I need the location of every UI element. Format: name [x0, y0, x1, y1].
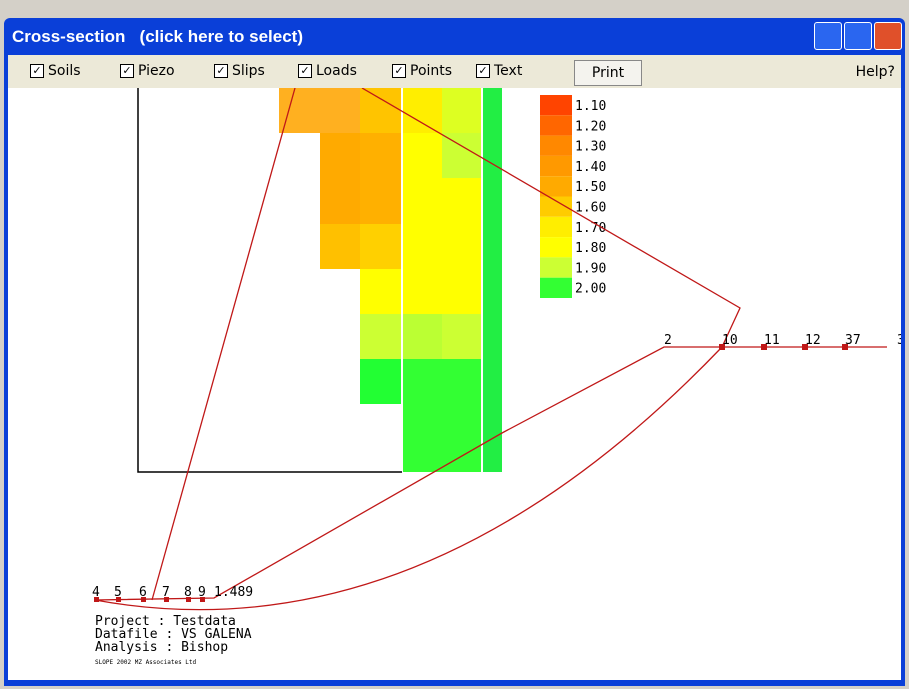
print-button[interactable]: Print — [574, 60, 642, 86]
cell — [402, 314, 442, 359]
point-label: 12 — [805, 333, 821, 348]
slip-line — [361, 88, 741, 348]
cell — [442, 359, 482, 472]
info-line: Project : Testdata — [95, 614, 236, 629]
legend-label: 2.00 — [575, 282, 606, 297]
cell — [402, 88, 442, 133]
legend-swatch — [540, 176, 572, 197]
check: ✓ — [120, 64, 134, 78]
cell — [360, 133, 402, 224]
cell — [442, 314, 482, 359]
point — [186, 597, 191, 602]
checkbox[interactable]: ✓ Points — [392, 63, 452, 79]
slip-circle — [94, 346, 723, 611]
point-label: 9 — [198, 585, 206, 600]
legend-label: 1.90 — [575, 261, 606, 276]
point-label: 8 — [184, 585, 192, 600]
cell — [442, 133, 482, 178]
point-label: 10 — [722, 333, 738, 348]
toolbar: Print Help? ✓ Soils ✓ Piezo ✓ Slips ✓ Loads ✓ Poi… — [8, 55, 901, 88]
cell — [320, 133, 360, 224]
point — [719, 344, 725, 350]
point-label: 6 — [139, 585, 147, 600]
minimize[interactable] — [814, 22, 842, 50]
close[interactable] — [874, 22, 902, 50]
copyright: SLOPE 2002 MZ Associates Ltd — [95, 659, 197, 666]
checkbox[interactable]: ✓ Loads — [298, 63, 357, 79]
legend-swatch — [540, 257, 572, 278]
cell — [482, 88, 502, 472]
point-label: 2 — [664, 333, 672, 348]
checkbox-label: Loads — [316, 63, 357, 79]
legend-label: 1.70 — [575, 221, 606, 236]
legend-swatch — [540, 135, 572, 156]
slip-line — [151, 88, 296, 601]
legend-label: 1.50 — [575, 180, 606, 195]
point-label: 7 — [162, 585, 170, 600]
legend-swatch — [540, 277, 572, 298]
checkbox[interactable]: ✓ Text — [476, 63, 522, 79]
point — [141, 597, 146, 602]
checkbox[interactable]: ✓ Piezo — [120, 63, 175, 79]
legend-swatch — [540, 115, 572, 136]
point — [842, 344, 848, 350]
check: ✓ — [214, 64, 228, 78]
cell — [402, 133, 442, 314]
legend-label: 1.60 — [575, 201, 606, 216]
checkbox[interactable]: ✓ Slips — [214, 63, 265, 79]
point-label: 11 — [764, 333, 780, 348]
checkbox-label: Points — [410, 63, 453, 79]
point — [116, 597, 121, 602]
legend-swatch — [540, 216, 572, 238]
cell — [279, 88, 320, 133]
legend-swatch — [540, 95, 572, 116]
point — [94, 597, 99, 602]
legend-label: 1.10 — [575, 99, 606, 114]
cell — [360, 88, 402, 133]
checkbox-label: Piezo — [138, 63, 175, 79]
point-label: 37 — [845, 333, 861, 348]
legend-label: 1.30 — [575, 140, 606, 155]
cell — [320, 224, 360, 269]
legend-swatch — [540, 196, 572, 217]
legend-label: 1.40 — [575, 160, 606, 175]
point-label: 3 — [897, 333, 901, 348]
info-line: Analysis : Bishop — [95, 640, 228, 655]
checkbox[interactable]: ✓ Soils — [30, 63, 81, 79]
check: ✓ — [476, 64, 490, 78]
info-line: Datafile : VS GALENA — [95, 627, 252, 642]
window: Cross-section (click here to select) Pri… — [4, 18, 905, 686]
legend-label: 1.20 — [575, 119, 606, 134]
point-label: 4 — [92, 585, 100, 600]
cell — [360, 224, 402, 269]
cell — [320, 88, 360, 133]
cell — [360, 314, 402, 359]
cell — [442, 88, 482, 133]
check: ✓ — [30, 64, 44, 78]
cell — [360, 269, 402, 314]
legend-swatch — [540, 237, 572, 258]
ground-line — [94, 346, 887, 601]
point — [164, 597, 169, 602]
check: ✓ — [298, 64, 312, 78]
help[interactable]: Help? — [855, 64, 895, 80]
window-title[interactable]: Cross-section (click here to select) — [12, 27, 303, 46]
cell — [442, 178, 482, 314]
check: ✓ — [392, 64, 406, 78]
point — [761, 344, 767, 350]
legend-swatch — [540, 155, 572, 177]
cell — [402, 359, 442, 472]
point-label: 5 — [114, 585, 122, 600]
point — [802, 344, 808, 350]
factor-label: 1.489 — [214, 585, 253, 600]
point — [200, 597, 205, 602]
canvas: 1.10 1.20 1.30 1.40 1.50 1.60 1.70 1.80 1.90 2.00… — [8, 88, 901, 680]
cell — [360, 359, 402, 404]
boundary — [137, 88, 402, 473]
maximize[interactable] — [844, 22, 872, 50]
checkbox-label: Slips — [232, 63, 265, 79]
checkbox-label: Soils — [48, 63, 81, 79]
checkbox-label: Text — [494, 63, 523, 79]
legend-label: 1.80 — [575, 241, 606, 256]
